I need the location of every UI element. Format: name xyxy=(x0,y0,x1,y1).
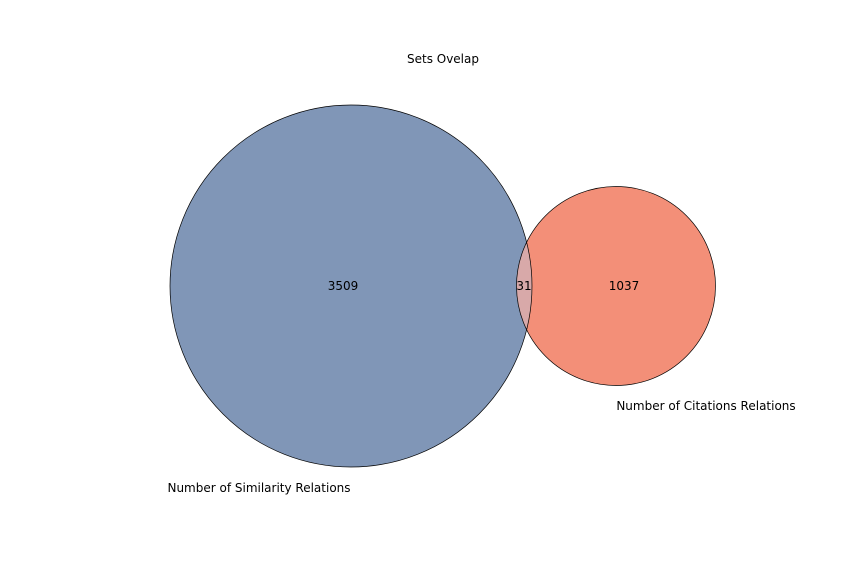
set-a-only-value: 3509 xyxy=(328,279,359,293)
set-a-outline xyxy=(169,104,533,468)
set-b-outline xyxy=(516,186,716,386)
set-a-label: Number of Similarity Relations xyxy=(167,481,350,495)
chart-title: Sets Ovelap xyxy=(407,52,479,66)
set-a-region xyxy=(170,105,532,467)
set-b-only-value: 1037 xyxy=(609,279,640,293)
set-b-label: Number of Citations Relations xyxy=(616,399,795,413)
set-b-region xyxy=(516,186,716,386)
intersection-value: 31 xyxy=(516,279,531,293)
